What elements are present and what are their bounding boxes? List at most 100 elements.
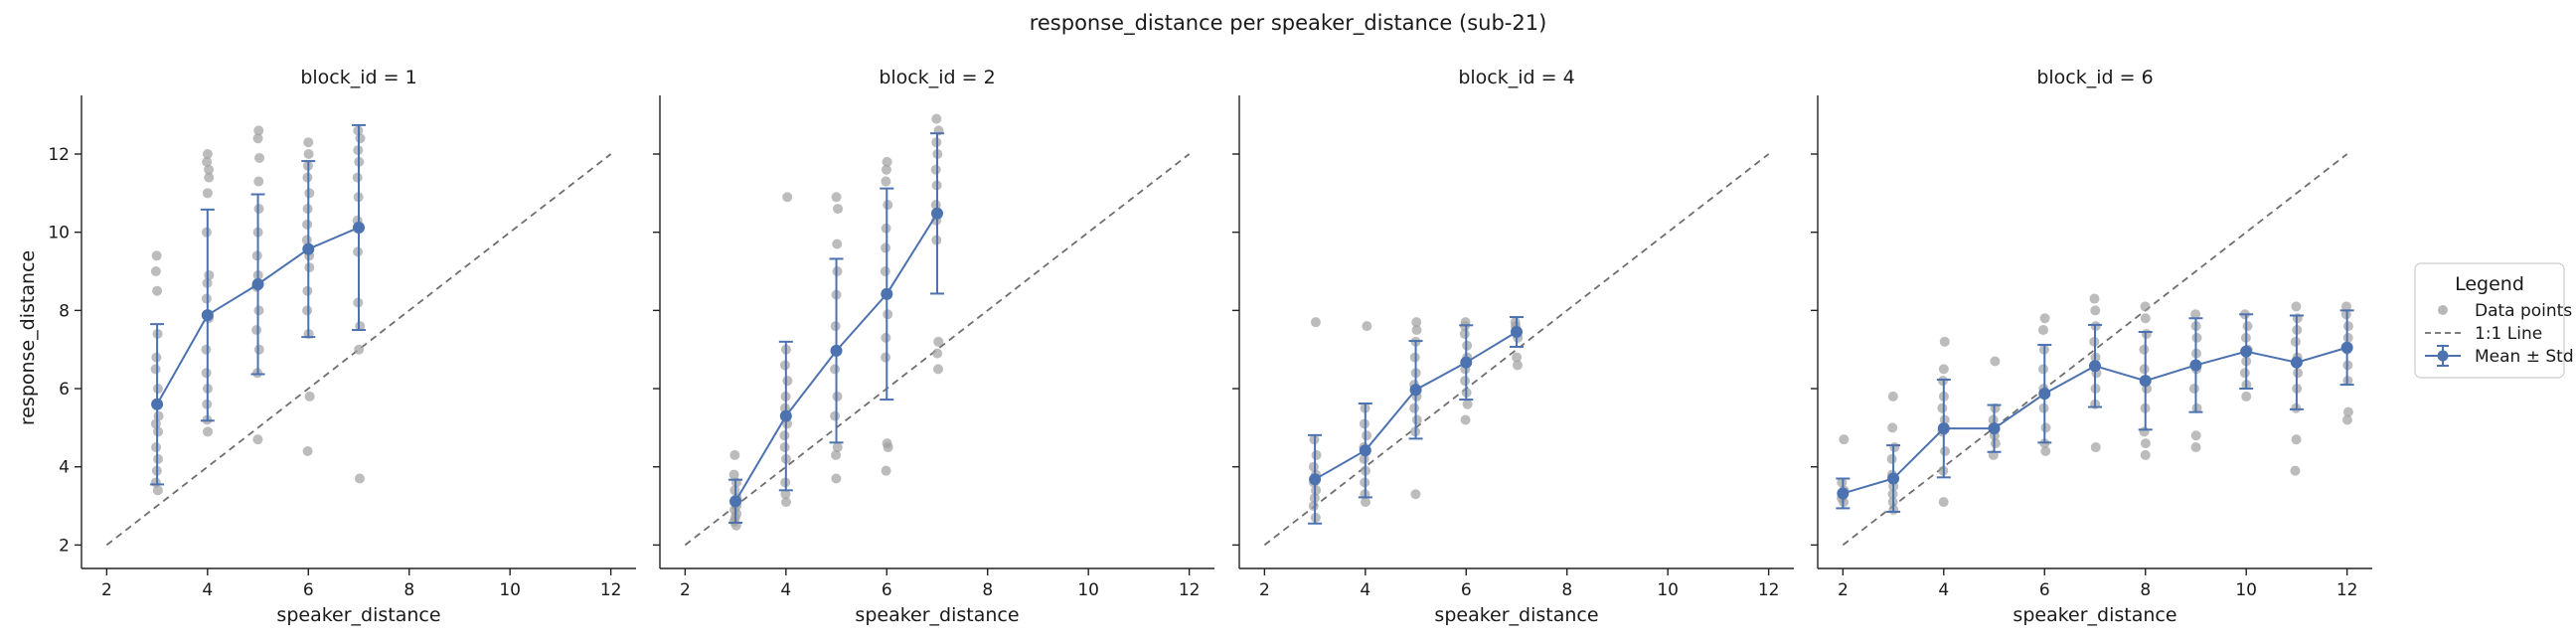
data-point — [1411, 317, 1422, 328]
x-tick-label: 12 — [600, 580, 622, 600]
data-point — [931, 113, 942, 124]
data-point — [355, 321, 366, 332]
x-tick-label: 8 — [2140, 580, 2151, 600]
data-point — [780, 489, 791, 500]
data-point — [833, 204, 844, 215]
panel-2: block_id = 2 2 4 6 8 10 12 speaker_distance — [653, 67, 1214, 626]
data-point — [1990, 356, 2001, 367]
data-point — [883, 200, 893, 211]
data-point — [152, 485, 163, 496]
mean-marker — [251, 278, 264, 291]
x-tick-label: 8 — [982, 580, 993, 600]
data-point — [201, 344, 212, 355]
legend-mean-label: Mean ± Std — [2475, 347, 2574, 367]
data-point — [1938, 497, 1949, 508]
data-point — [782, 376, 793, 387]
mean-marker — [931, 207, 943, 220]
data-point — [1886, 453, 1897, 464]
x-tick-label: 10 — [2235, 580, 2257, 600]
data-point — [2342, 406, 2353, 417]
data-point — [2141, 328, 2152, 339]
figure-title: response_distance per speaker_distance (… — [1030, 11, 1547, 36]
data-point — [1310, 317, 1321, 328]
x-tick-label: 4 — [1360, 580, 1370, 600]
data-point — [253, 176, 264, 187]
data-point — [354, 344, 365, 355]
data-point — [1512, 360, 1523, 371]
data-point — [2090, 305, 2101, 316]
mean-marker — [2290, 356, 2303, 369]
data-point — [2038, 364, 2049, 375]
data-point — [1462, 399, 1473, 409]
data-point — [251, 325, 262, 336]
data-point — [1990, 438, 2001, 449]
data-point — [354, 473, 365, 484]
x-tick-label: 2 — [1838, 580, 1849, 600]
data-point — [253, 344, 264, 355]
data-point — [1308, 461, 1319, 472]
y-tick-label: 2 — [59, 536, 70, 556]
data-point — [932, 364, 943, 375]
mean-marker — [2089, 360, 2101, 373]
data-point — [150, 266, 161, 277]
mean-marker — [1460, 356, 1473, 369]
data-point — [830, 364, 841, 375]
mean-marker — [1359, 444, 1371, 457]
identity-line — [105, 153, 612, 547]
panel-3: block_id = 4 2 4 6 8 10 12 speaker_distance — [1232, 67, 1794, 626]
data-point — [1887, 422, 1898, 433]
data-point — [1362, 321, 1372, 332]
mean-marker — [201, 309, 214, 322]
x-tick-label: 12 — [1758, 580, 1780, 600]
identity-line — [1842, 153, 2348, 547]
data-point — [2140, 438, 2151, 449]
mean-marker — [2240, 345, 2253, 358]
legend-frame — [2414, 262, 2565, 379]
mean-marker — [2139, 375, 2152, 388]
y-tick-label: 4 — [59, 458, 70, 478]
data-point — [303, 149, 314, 160]
data-point — [254, 152, 265, 163]
data-point — [1311, 449, 1322, 460]
panel-title: block_id = 4 — [1458, 67, 1574, 88]
data-point — [304, 391, 315, 402]
data-point — [201, 368, 212, 379]
data-point — [932, 348, 943, 359]
data-point — [1839, 434, 1850, 445]
data-point — [882, 156, 892, 167]
legend-points-marker — [2438, 305, 2448, 315]
data-point — [202, 188, 213, 199]
data-point — [2188, 384, 2199, 395]
data-point — [1887, 391, 1898, 402]
data-point — [881, 465, 891, 476]
data-point — [2241, 391, 2252, 402]
data-point — [2139, 364, 2150, 375]
data-point — [882, 438, 892, 449]
x-tick-label: 8 — [403, 580, 414, 600]
data-point — [2037, 325, 2048, 336]
data-point — [1411, 325, 1422, 336]
data-point — [881, 352, 891, 363]
data-point — [2039, 313, 2050, 324]
data-point — [302, 219, 313, 230]
mean-marker — [779, 409, 792, 422]
data-point — [2139, 426, 2150, 437]
data-point — [1411, 414, 1422, 425]
data-point — [2040, 445, 2051, 456]
x-tick-label: 8 — [1561, 580, 1572, 600]
legend-points-label: Data points — [2475, 301, 2572, 321]
data-point — [930, 164, 941, 175]
x-tick-label: 10 — [499, 580, 521, 600]
data-point — [1937, 402, 1948, 413]
data-point — [2090, 442, 2101, 453]
data-point — [881, 164, 891, 175]
data-point — [2190, 442, 2201, 453]
data-point — [2342, 321, 2353, 332]
data-point — [930, 200, 941, 211]
data-point — [352, 172, 363, 183]
x-axis-label: speaker_distance — [855, 604, 1019, 626]
data-point — [1938, 364, 1949, 375]
data-point — [1939, 336, 1950, 347]
mean-marker — [1988, 422, 2001, 435]
data-point — [253, 125, 264, 136]
